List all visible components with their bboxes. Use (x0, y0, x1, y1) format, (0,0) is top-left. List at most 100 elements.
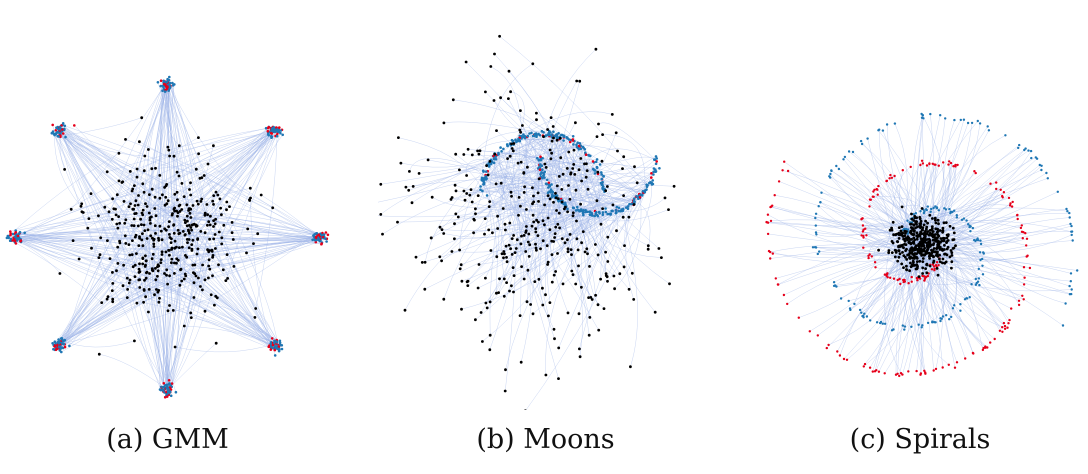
target-point (845, 358, 849, 361)
target-point (541, 176, 544, 180)
source-point (170, 246, 174, 250)
target-point (64, 135, 67, 139)
target-point (50, 131, 54, 135)
source-point (460, 279, 464, 283)
trajectory-line (177, 215, 319, 239)
source-point (166, 309, 170, 313)
trajectory-line (477, 139, 564, 152)
trajectory-line (62, 124, 188, 222)
target-point (869, 319, 872, 322)
trajectory-line (148, 149, 169, 390)
source-point (594, 293, 597, 297)
source-point (489, 65, 493, 68)
source-point (544, 166, 548, 169)
source-point (451, 98, 455, 102)
source-point (522, 277, 526, 281)
source-point (180, 279, 184, 283)
trajectory-line (915, 221, 952, 317)
target-point (537, 158, 541, 162)
trajectory-line (505, 211, 590, 231)
source-point (160, 253, 164, 256)
source-point (410, 201, 414, 205)
source-point (130, 189, 134, 193)
target-point (986, 125, 989, 128)
source-point (111, 297, 115, 301)
target-point (538, 168, 542, 171)
target-point (533, 132, 537, 136)
source-point (108, 257, 112, 260)
target-point (549, 131, 552, 134)
source-point (923, 235, 927, 238)
trajectory-line (112, 88, 168, 291)
source-point (116, 245, 120, 249)
source-point (600, 159, 604, 163)
source-point (151, 236, 154, 240)
target-point (174, 390, 178, 394)
trajectory-line (166, 86, 173, 238)
source-point (894, 251, 898, 254)
source-point (144, 295, 148, 299)
target-point (934, 367, 938, 371)
source-point (134, 199, 138, 203)
target-point (1068, 216, 1071, 219)
target-point (820, 191, 823, 194)
target-point (815, 233, 818, 236)
target-point (594, 169, 597, 172)
source-point (577, 312, 581, 316)
source-point (549, 116, 553, 119)
target-point (1038, 163, 1041, 167)
target-point (535, 135, 538, 139)
target-point (542, 173, 546, 176)
trajectory-line (911, 239, 925, 374)
source-point (116, 262, 120, 265)
source-point (898, 245, 902, 249)
target-point (575, 145, 579, 149)
source-point (550, 253, 554, 256)
source-point (928, 239, 932, 242)
source-point (212, 194, 216, 198)
target-point (566, 137, 569, 140)
source-point (928, 229, 932, 232)
source-point (646, 244, 650, 248)
source-point (922, 241, 926, 244)
source-point (379, 213, 383, 216)
source-point (507, 243, 511, 247)
source-point (144, 202, 147, 206)
source-point (930, 232, 934, 236)
source-point (219, 206, 223, 210)
source-point (546, 260, 550, 264)
target-point (892, 328, 895, 331)
source-point (141, 232, 144, 236)
source-point (184, 221, 187, 225)
source-point (532, 220, 536, 224)
target-point (926, 274, 930, 278)
source-point (503, 252, 506, 256)
source-point (226, 277, 230, 280)
source-point (521, 124, 524, 127)
source-point (168, 304, 171, 307)
trajectory-line (571, 172, 602, 272)
source-point (508, 154, 512, 158)
target-point (973, 238, 976, 242)
trajectory-line (891, 166, 911, 229)
source-point (925, 225, 929, 229)
source-point (925, 238, 929, 241)
source-point (587, 296, 590, 299)
source-point (667, 208, 670, 212)
trajectory-line (380, 158, 495, 215)
source-point (898, 252, 902, 256)
trajectory-line (936, 247, 1020, 302)
source-point (556, 197, 560, 201)
target-point (984, 346, 987, 349)
source-point (563, 241, 567, 245)
target-point (769, 250, 772, 254)
target-point (962, 118, 966, 121)
target-point (167, 379, 171, 382)
source-point (918, 259, 922, 263)
source-point (483, 232, 486, 236)
source-point (571, 167, 575, 170)
source-point (178, 231, 182, 235)
source-point (476, 149, 479, 153)
source-point (912, 223, 916, 227)
source-point (458, 168, 461, 172)
